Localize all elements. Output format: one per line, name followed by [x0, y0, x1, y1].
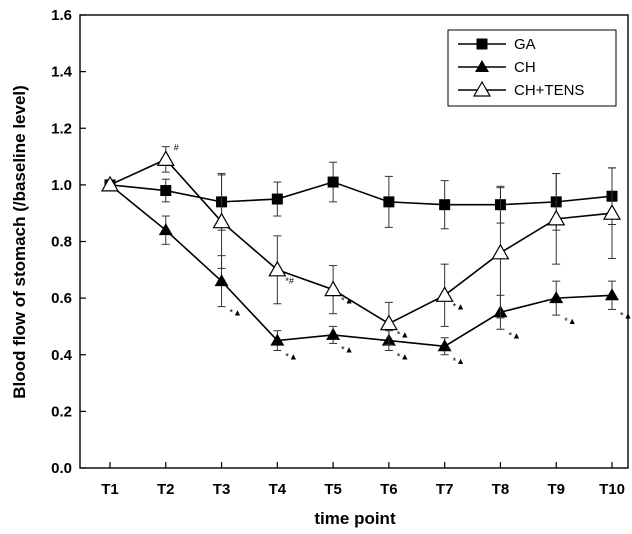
ticks: 0.0 0.2 0.4 0.6 0.8 1.0 1.2 1.4 1.6 T1 T2 T3 T4 T5 T6 T…	[51, 7, 625, 498]
series-line-ch	[109, 184, 613, 348]
legend-marker-ch-tens	[472, 80, 492, 97]
y-tick-label: 1.6	[51, 7, 72, 24]
data-point-ch	[549, 291, 564, 304]
y-tick-label: 0.8	[51, 234, 72, 251]
x-tick-label: T5	[324, 481, 342, 498]
x-tick-label: T4	[269, 481, 287, 498]
data-point-ch-tens	[379, 314, 398, 331]
legend-marker-ch	[475, 60, 489, 72]
series-layer	[100, 146, 622, 356]
data-point-ch	[437, 339, 452, 352]
significance-mark: *▲	[620, 310, 632, 320]
x-tick-label: T1	[101, 481, 119, 498]
data-point-ch-tens	[212, 212, 231, 229]
data-point-ga	[439, 199, 451, 211]
x-axis-title: time point	[314, 509, 396, 528]
data-point-ga	[327, 176, 339, 188]
data-point-ch-tens	[100, 175, 120, 192]
x-tick-label: T6	[380, 481, 398, 498]
significance-mark: *▲	[341, 296, 353, 306]
series-ch	[103, 177, 619, 356]
significance-mark: *▲	[341, 344, 353, 354]
y-tick-label: 0.0	[51, 460, 72, 477]
significance-mark: *#	[285, 276, 294, 286]
legend-label-ch: CH	[514, 59, 536, 76]
y-tick-label: 1.2	[51, 120, 72, 137]
data-point-ga	[383, 196, 395, 208]
data-point-ch	[605, 288, 619, 301]
data-point-ch	[270, 333, 285, 346]
x-tick-label: T3	[213, 481, 231, 498]
data-point-ch-tens	[324, 280, 343, 297]
data-point-ga	[160, 185, 172, 197]
y-tick-label: 0.6	[51, 290, 72, 307]
y-axis-title: Blood flow of stomach (/baseline level)	[10, 85, 29, 399]
data-point-ch-tens	[547, 209, 566, 226]
x-tick-label: T8	[492, 481, 510, 498]
series-line-ga	[109, 181, 613, 206]
y-tick-label: 0.2	[51, 403, 72, 420]
series-ga	[104, 161, 618, 231]
significance-mark: *▲	[397, 352, 409, 362]
data-point-ch-tens	[491, 243, 510, 260]
data-point-ch-tens	[435, 286, 454, 302]
data-point-ga	[271, 193, 283, 205]
x-tick-label: T9	[547, 481, 565, 498]
significance-mark: *▲	[230, 308, 242, 318]
significance-mark: *▲	[453, 356, 465, 366]
legend-marker-ga	[476, 38, 488, 50]
data-point-ch	[214, 274, 229, 287]
significance-mark: *▲	[453, 301, 465, 311]
y-tick-label: 1.4	[51, 64, 73, 81]
annotation-layer: *▲ *▲ *▲ *▲ *▲ *▲ *▲ *▲ # *# *▲ *▲ *▲	[174, 143, 632, 366]
significance-mark: *▲	[564, 316, 576, 326]
data-point-ch-tens	[602, 203, 622, 220]
significance-mark: *▲	[397, 330, 409, 340]
y-tick-label: 0.4	[51, 347, 73, 364]
y-tick-label: 1.0	[51, 177, 72, 194]
x-tick-label: T7	[436, 481, 454, 498]
legend-label-ch-tens: CH+TENS	[514, 82, 584, 99]
significance-mark: *▲	[285, 352, 297, 362]
significance-mark: *▲	[508, 330, 520, 340]
legend: GA CH CH+TENS	[447, 29, 617, 107]
data-point-ch	[158, 223, 173, 236]
legend-label-ga: GA	[514, 36, 536, 53]
data-point-ch-tens	[156, 150, 175, 166]
series-line-ch-tens	[109, 158, 613, 325]
series-ch-tens	[100, 146, 622, 346]
x-tick-label: T10	[599, 481, 625, 498]
data-point-ch-tens	[268, 260, 287, 277]
x-tick-label: T2	[157, 481, 175, 498]
significance-mark: #	[174, 143, 179, 153]
data-point-ch	[326, 327, 341, 340]
